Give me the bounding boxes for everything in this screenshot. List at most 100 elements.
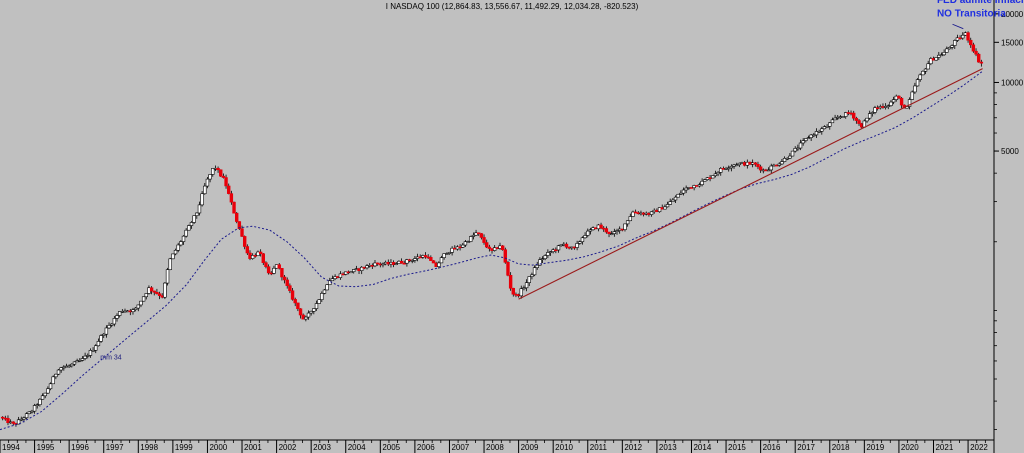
candle [820,128,824,132]
candle [580,237,585,243]
candle [830,119,835,124]
candle [338,273,343,278]
candle [192,215,196,223]
moving-average-label: mm 34 [100,354,122,361]
candle [532,267,537,276]
candle [229,193,234,203]
candle [756,163,760,168]
candle [503,249,508,263]
candle [78,360,82,362]
x-tick-label: 2001 [244,443,262,452]
candle [62,366,66,369]
candle [203,185,207,195]
x-tick-label: 1999 [175,443,193,452]
candle [631,211,635,217]
candle [157,293,162,296]
candle [173,249,178,255]
candle [801,140,805,144]
candle [889,101,893,106]
candle [546,252,550,256]
candle [24,413,29,419]
candle [32,405,37,412]
candle [325,284,329,291]
candle [40,395,45,400]
candle [466,241,470,243]
candle [623,223,627,230]
candle [929,58,933,65]
candle [195,212,199,216]
candle [264,262,268,267]
candle [671,199,675,202]
candle [234,212,239,222]
x-tick-label: 2022 [970,443,988,452]
candle [926,63,930,70]
candle [527,276,531,283]
candle [910,91,914,100]
candle [977,53,981,63]
candle [86,355,90,357]
candle [83,355,87,359]
candle [197,204,202,214]
candle [833,117,837,121]
candle [136,304,140,309]
candle [322,289,327,294]
candle [785,157,789,160]
candle [104,327,109,335]
candle [72,361,77,365]
candle [564,243,569,248]
candle [152,290,156,293]
candle [487,246,492,249]
candle [857,120,861,124]
candle [937,54,941,58]
candle [30,410,34,413]
candle [189,222,194,226]
candle [290,290,295,300]
candle [352,269,356,273]
candle [208,174,212,180]
candle [798,142,803,149]
x-tick-label: 2006 [417,443,435,452]
candle [921,70,925,76]
candle [578,241,582,244]
candle [575,243,579,248]
candle [232,201,236,214]
candle [288,285,292,292]
candle [899,97,904,106]
candle [242,236,247,247]
candle [942,52,946,56]
candle [609,233,614,235]
x-tick-label: 2005 [382,443,400,452]
candle [806,137,811,139]
candle [277,264,281,269]
candle [94,345,98,351]
candle [429,257,433,261]
candle [463,241,468,246]
candle [224,177,228,187]
candle [753,162,758,165]
candle [556,245,561,251]
candle [950,45,954,48]
y-tick-label: 10000 [1001,78,1024,87]
candle [548,251,553,253]
candle [883,106,888,108]
candle [312,308,316,312]
candle [966,32,970,41]
moving-average-line [0,70,983,431]
candle [825,126,829,128]
candle [804,138,808,141]
candle [439,257,444,264]
candle [873,107,877,113]
candle [317,299,321,304]
support-trendline [518,68,983,300]
candle [913,85,917,93]
candle [107,325,111,329]
candle [625,220,630,225]
candle [280,268,284,278]
candle [679,192,683,195]
candle [155,291,159,295]
candle [822,126,827,130]
x-tick-label: 1994 [2,443,20,452]
candle [216,167,220,171]
